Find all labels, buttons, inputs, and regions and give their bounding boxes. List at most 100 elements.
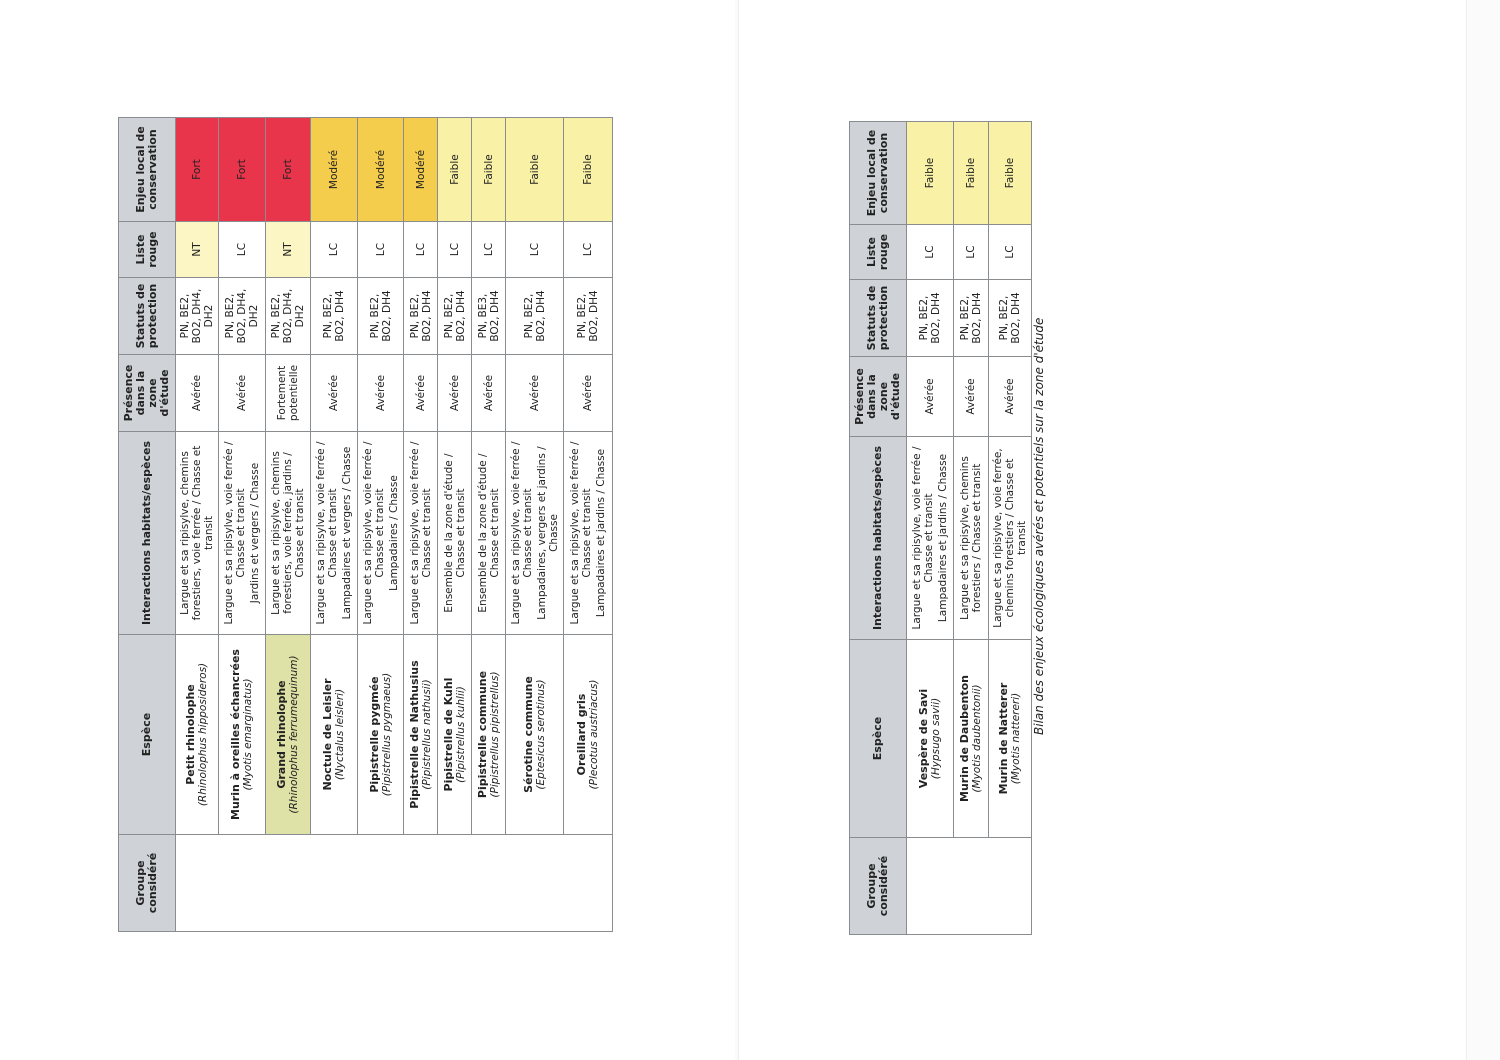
presence-cell: Avérée: [563, 354, 613, 432]
species-cell: Murin de Natterer (Myotis nattereri): [988, 639, 1032, 838]
species-name: Pipistrelle de Nathusius: [407, 660, 421, 809]
liste-rouge-cell: LC: [505, 221, 564, 278]
table-row: Murin de Daubenton (Myotis daubentonii) La…: [953, 121, 989, 935]
presence-cell: Avérée: [953, 356, 989, 437]
interactions-cell: Ensemble de la zone d'étude / Chasse et …: [437, 431, 472, 635]
enjeu-badge: Faible: [563, 117, 613, 222]
table-row: Pipistrelle pygmée (Pipistrellus pygmaeus…: [357, 117, 404, 932]
species-cell: Pipistrelle de Nathusius (Pipistrellus na…: [403, 634, 438, 835]
interactions-cell: Largue et sa ripisylve, voie ferrée / Ch…: [403, 431, 438, 635]
interaction-text: Largue et sa ripisylve, voie ferrée / Ch…: [408, 441, 433, 625]
header-espece: Espèce: [849, 639, 907, 838]
table-row: Petit rhinolophe (Rhinolophus hipposidero…: [175, 117, 613, 932]
species-name: Noctule de Leisler: [321, 678, 334, 791]
header-interactions: Interactions habitats/espèces: [849, 436, 907, 640]
statuts-cell: PN, BE3, BO2, DH4: [471, 277, 506, 355]
presence-cell: Fortement potentielle: [265, 354, 311, 432]
liste-rouge-cell: LC: [218, 221, 266, 278]
interactions-cell: Ensemble de la zone d'étude / Chasse et …: [471, 431, 506, 635]
presence-cell: Avérée: [218, 354, 266, 432]
statuts-cell: PN, BE2, BO2, DH4: [505, 277, 564, 355]
species-cell: Vespère de Savi (Hypsugo savii): [906, 639, 954, 838]
presence-cell: Avérée: [505, 354, 564, 432]
liste-rouge-cell: LC: [563, 221, 613, 278]
species-cell: Grand rhinolophe (Rhinolophus ferrumequin…: [265, 634, 311, 835]
statuts-cell: PN, BE2, BO2, DH4: [953, 279, 989, 357]
interaction-text: Largue et sa ripisylve, voie ferrée / Ch…: [509, 441, 534, 625]
header-liste-rouge: Liste rouge: [849, 224, 907, 280]
interactions-cell: Largue et sa ripisylve, voie ferrée / Ch…: [505, 431, 564, 635]
table-row: Noctule de Leisler (Nyctalus leisleri) Lar…: [310, 117, 358, 932]
enjeu-badge: Faible: [988, 121, 1032, 225]
presence-cell: Avérée: [471, 354, 506, 432]
header-groupe: Groupe considéré: [849, 837, 907, 935]
species-cell: Pipistrelle de Kuhl (Pipistrellus kuhlii): [437, 634, 472, 835]
enjeu-badge: Faible: [437, 117, 472, 222]
liste-rouge-cell: LC: [437, 221, 472, 278]
header-espece: Espèce: [118, 634, 176, 835]
interactions-cell: Largue et sa ripisylve, voie ferrée / Ch…: [563, 431, 613, 635]
species-latin-name: (Rhinolophus hipposideros): [197, 662, 209, 807]
species-cell: Pipistrelle pygmée (Pipistrellus pygmaeus…: [357, 634, 404, 835]
header-statuts: Statuts de protection: [118, 277, 176, 355]
species-cell: Noctule de Leisler (Nyctalus leisleri): [310, 634, 358, 835]
statuts-cell: PN, BE2, BO2, DH4, DH2: [265, 277, 311, 355]
enjeu-badge: Fort: [218, 117, 266, 222]
interactions-cell: Largue et sa ripisylve, chemins forestie…: [953, 436, 989, 640]
interaction-text: Ensemble de la zone d'étude / Chasse et …: [476, 453, 501, 613]
species-cell: Murin de Daubenton (Myotis daubentonii): [953, 639, 989, 838]
interactions-cell: Largue et sa ripisylve, voie ferrée, che…: [988, 436, 1032, 640]
interaction-text: Largue et sa ripisylve, chemins forestie…: [270, 451, 306, 615]
interactions-cell: Largue et sa ripisylve, voie ferrée / Ch…: [357, 431, 404, 635]
statuts-cell: PN, BE2, BO2, DH4: [437, 277, 472, 355]
interaction-text: Lampadaires / Chasse: [387, 475, 400, 591]
interaction-text: Largue et sa ripisylve, chemins forestie…: [179, 445, 215, 621]
presence-cell: Avérée: [357, 354, 404, 432]
species-cell: Petit rhinolophe (Rhinolophus hipposidero…: [175, 634, 219, 835]
enjeu-badge: Faible: [906, 121, 954, 225]
species-name: Pipistrelle de Kuhl: [441, 677, 455, 792]
interaction-text: Largue et sa ripisylve, voie ferrée / Ch…: [361, 441, 386, 625]
table-row: Vespère de Savi (Hypsugo savii) Largue et …: [906, 121, 1032, 935]
enjeu-badge: Fort: [265, 117, 311, 222]
enjeu-badge: Faible: [953, 121, 989, 225]
presence-cell: Avérée: [175, 354, 219, 432]
header-interactions: Interactions habitats/espèces: [118, 431, 176, 635]
liste-rouge-cell: NT: [175, 221, 219, 278]
table-row: Oreillard gris (Plecotus austriacus) Largu…: [563, 117, 613, 932]
presence-cell: Avérée: [988, 356, 1032, 437]
liste-rouge-cell: LC: [953, 224, 989, 280]
interactions-cell: Largue et sa ripisylve, voie ferrée / Ch…: [906, 436, 954, 640]
species-latin-name: (Rhinolophus ferrumequinum): [288, 655, 300, 814]
header-presence: Présence dans la zone d'étude: [118, 354, 176, 432]
interactions-cell: Largue et sa ripisylve, chemins forestie…: [175, 431, 219, 635]
interaction-text: Largue et sa ripisylve, voie ferrée / Ch…: [569, 441, 593, 625]
enjeu-badge: Modéré: [310, 117, 358, 222]
interaction-text: Lampadaires, vergers et jardins / Chasse: [535, 446, 560, 620]
liste-rouge-cell: LC: [471, 221, 506, 278]
header-presence: Présence dans la zone d'étude: [849, 356, 907, 437]
header-statuts: Statuts de protection: [849, 279, 907, 357]
presence-cell: Avérée: [437, 354, 472, 432]
liste-rouge-cell: LC: [403, 221, 438, 278]
interaction-text: Ensemble de la zone d'étude / Chasse et …: [442, 453, 467, 613]
table-row: Murin à oreilles échancrées (Myotis emarg…: [218, 117, 266, 932]
table-row: Sérotine commune (Eptesicus serotinus) Lar…: [505, 117, 564, 932]
species-latin-name: (Pipistrellus kuhlii): [454, 686, 467, 783]
species-latin-name: (Myotis daubentonii): [971, 684, 983, 793]
table-header-row: Groupe considéré Espèce Interactions habit…: [118, 117, 176, 932]
presence-cell: Avérée: [906, 356, 954, 437]
interaction-text: Largue et sa ripisylve, voie ferrée / Ch…: [911, 446, 935, 630]
table-row: Pipistrelle de Nathusius (Pipistrellus na…: [403, 117, 438, 932]
species-name: Oreillard gris: [575, 693, 588, 776]
interaction-text: Largue et sa ripisylve, voie ferrée / Ch…: [223, 441, 247, 625]
enjeu-badge: Faible: [505, 117, 564, 222]
table-caption: Bilan des enjeux écologiques avérés et p…: [1032, 317, 1046, 735]
liste-rouge-cell: LC: [310, 221, 358, 278]
species-latin-name: (Pipistrellus pipistrellus): [488, 671, 501, 798]
statuts-cell: PN, BE2, BO2, DH4: [357, 277, 404, 355]
species-name: Vespère de Savi: [917, 688, 930, 789]
header-groupe: Groupe considéré: [118, 834, 176, 932]
liste-rouge-cell: LC: [906, 224, 954, 280]
table-row: Pipistrelle commune (Pipistrellus pipistr…: [471, 117, 506, 932]
